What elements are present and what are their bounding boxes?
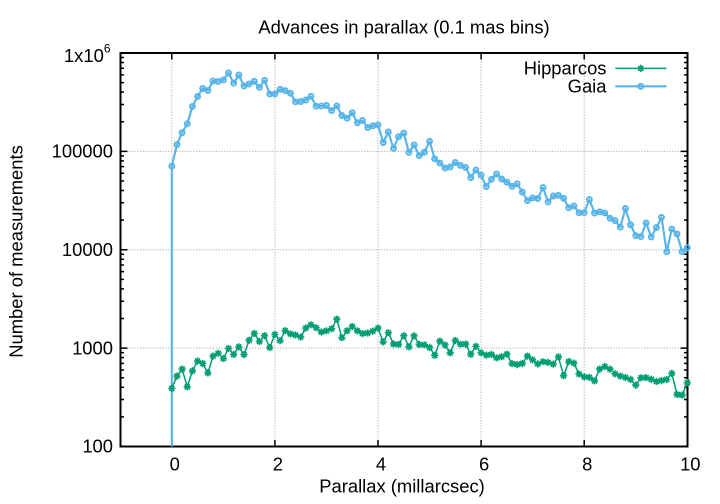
svg-text:4: 4 (376, 454, 386, 475)
svg-text:1x106: 1x106 (64, 42, 111, 66)
svg-text:8: 8 (582, 454, 592, 475)
svg-text:0: 0 (170, 454, 180, 475)
svg-text:2: 2 (273, 454, 283, 475)
svg-text:100000: 100000 (52, 141, 113, 162)
svg-text:1000: 1000 (72, 337, 113, 358)
svg-text:Parallax (millarcsec): Parallax (millarcsec) (319, 476, 485, 497)
svg-text:10: 10 (680, 454, 700, 475)
svg-text:10000: 10000 (62, 239, 113, 260)
svg-text:100: 100 (82, 436, 113, 457)
svg-text:6: 6 (479, 454, 489, 475)
svg-text:Number of measurements: Number of measurements (6, 145, 27, 358)
svg-text:Gaia: Gaia (568, 76, 608, 97)
svg-text:Advances in parallax (0.1 mas: Advances in parallax (0.1 mas bins) (258, 17, 549, 38)
svg-text:Hipparcos: Hipparcos (524, 58, 607, 79)
